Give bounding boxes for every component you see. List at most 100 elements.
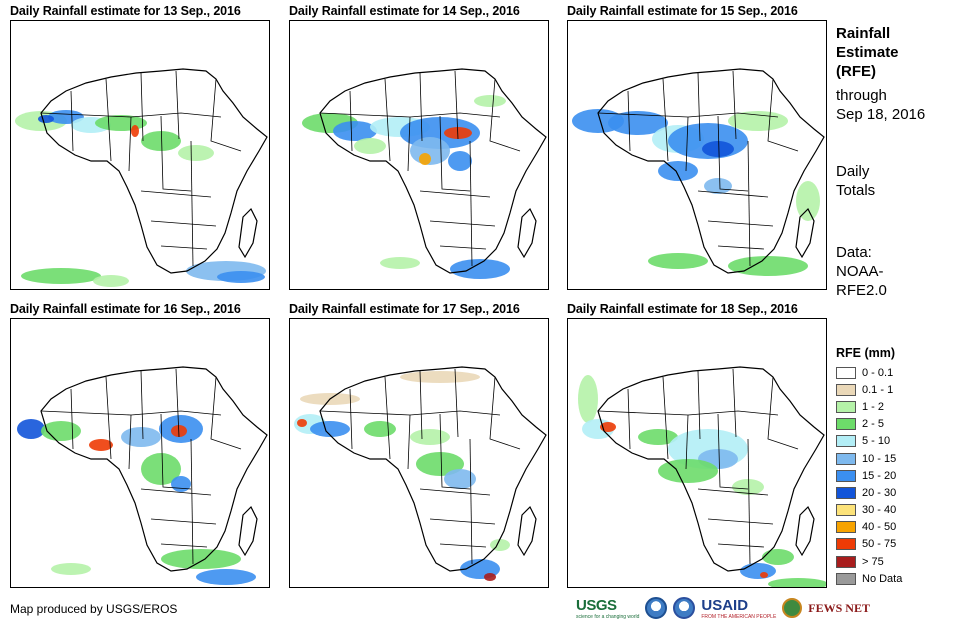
legend-label: No Data [862, 572, 903, 585]
country-border [489, 376, 521, 450]
country-border [190, 438, 194, 565]
through-date: Sep 18, 2016 [836, 106, 926, 123]
legend-swatch [836, 400, 856, 413]
rainfall-area [364, 421, 396, 437]
country-border [469, 140, 473, 267]
continent-outline [597, 366, 825, 572]
rainfall-area [702, 141, 734, 157]
country-border [349, 90, 353, 152]
country-border [454, 70, 459, 140]
country-border [140, 488, 212, 496]
rainfall-area [17, 419, 45, 439]
country-border [40, 112, 222, 118]
country-border [707, 518, 774, 525]
country-border [407, 414, 411, 470]
rainfall-area [740, 563, 776, 579]
panel-title: Daily Rainfall estimate for 17 Sep., 201… [289, 302, 520, 316]
madagascar-outline [238, 207, 258, 259]
rainfall-area [51, 563, 91, 575]
country-border [454, 368, 459, 438]
rainfall-area [704, 178, 732, 194]
legend-label: 20 - 30 [862, 486, 897, 499]
panel-17-sep: Daily Rainfall estimate for 17 Sep., 201… [289, 302, 549, 592]
rainfall-area [38, 115, 54, 123]
rainfall-area [178, 145, 214, 161]
country-border [384, 376, 391, 460]
panel-title: Daily Rainfall estimate for 15 Sep., 201… [567, 4, 798, 18]
partner-logos: USGS science for a changing world USAID … [576, 594, 870, 622]
legend-item: 0.1 - 1 [836, 381, 956, 398]
country-border [747, 438, 751, 565]
country-border [175, 368, 180, 438]
sidebar-title-line2: Estimate [836, 44, 899, 61]
rainfall-area [41, 421, 81, 441]
data-line1: Data: [836, 244, 872, 261]
country-border [767, 78, 799, 152]
rainfall-area [380, 257, 420, 269]
rainfall-area [448, 151, 472, 171]
rainfall-map [10, 318, 270, 588]
rainfall-map [567, 20, 827, 290]
country-border [439, 413, 471, 490]
rainfall-area [400, 371, 480, 383]
usaid-logo-text: USAID [701, 596, 749, 614]
rainfall-area [484, 573, 496, 581]
country-border [732, 70, 737, 140]
rainfall-area [333, 121, 377, 141]
country-border [175, 70, 180, 140]
rainfall-area [638, 429, 678, 445]
country-border [439, 115, 471, 192]
rainfall-area [608, 111, 668, 135]
rainfall-area [217, 271, 265, 283]
legend-label: 30 - 40 [862, 504, 897, 517]
country-border [717, 543, 765, 548]
rainfall-area [161, 549, 241, 569]
rainfall-area [444, 469, 476, 489]
legend-item: 50 - 75 [836, 536, 956, 553]
country-border [697, 370, 701, 440]
country-border [597, 112, 779, 118]
sidebar-through: through Sep 18, 2016 [836, 86, 925, 124]
rainfall-area [796, 181, 820, 221]
panel-16-sep: Daily Rainfall estimate for 16 Sep., 201… [10, 302, 270, 592]
country-border [439, 245, 487, 250]
rainfall-area [658, 459, 718, 483]
rainfall-area [578, 375, 598, 423]
country-border [319, 112, 501, 118]
africa-map [15, 68, 268, 287]
rainfall-area [658, 161, 698, 181]
country-border [627, 388, 631, 450]
through-label: through [836, 87, 887, 104]
country-border [150, 220, 217, 227]
rainfall-area [141, 131, 181, 151]
legend-label: 50 - 75 [862, 538, 897, 551]
rainfall-area [728, 256, 808, 276]
country-border [407, 116, 411, 172]
country-border [717, 245, 765, 250]
country-border [190, 140, 194, 267]
legend-label: 2 - 5 [862, 418, 885, 431]
legend-label: 10 - 15 [862, 452, 897, 465]
legend-item: 15 - 20 [836, 467, 956, 484]
legend-swatch [836, 452, 856, 465]
panel-13-sep: Daily Rainfall estimate for 13 Sep., 201… [10, 4, 270, 294]
country-border [717, 115, 749, 192]
legend-swatch [836, 486, 856, 499]
panel-14-sep: Daily Rainfall estimate for 14 Sep., 201… [289, 4, 549, 294]
fews-net-logo: FEWS NET [808, 600, 870, 615]
country-border [419, 488, 491, 496]
legend-swatch [836, 521, 856, 534]
usaid-logo: USAID FROM THE AMERICAN PEOPLE [701, 597, 776, 620]
africa-map [17, 366, 268, 585]
legend-label: 1 - 2 [862, 400, 885, 413]
legend-swatch [836, 469, 856, 482]
data-line2: NOAA- [836, 263, 884, 280]
sidebar-daily: Daily Totals [836, 162, 875, 200]
legend-label: 0 - 0.1 [862, 366, 894, 379]
panel-15-sep: Daily Rainfall estimate for 15 Sep., 201… [567, 4, 827, 294]
continent-outline [597, 68, 825, 274]
country-border [210, 376, 242, 450]
rainfall-area [416, 452, 464, 476]
rainfall-map [10, 20, 270, 290]
rainfall-map [289, 20, 549, 290]
